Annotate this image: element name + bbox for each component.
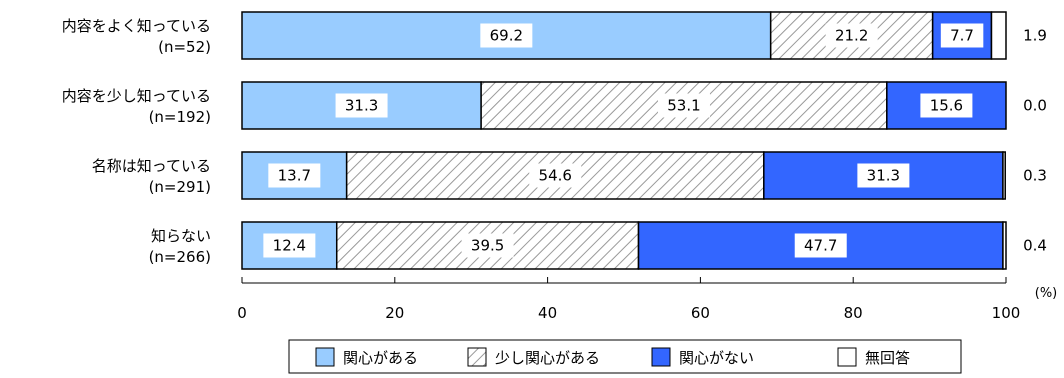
value-label: 47.7 (804, 237, 837, 255)
x-tick-label: 60 (691, 304, 710, 322)
value-label: 12.4 (273, 237, 306, 255)
value-label: 69.2 (490, 27, 523, 45)
legend-item: 関心がない (651, 347, 754, 367)
legend-swatch (315, 347, 335, 367)
value-label-box (794, 233, 847, 258)
value-label: 0.3 (1023, 167, 1047, 185)
category-sample-size: (n=192) (149, 108, 211, 126)
bar-row: 13.7 54.6 31.3 0.3 (241, 151, 1047, 200)
legend-label: 無回答 (865, 349, 910, 367)
value-label-box (263, 233, 316, 258)
x-tick-label: 40 (538, 304, 557, 322)
bar-row: 12.4 39.5 47.7 0.4 (241, 221, 1047, 270)
value-label-box (940, 23, 984, 48)
bar-row: 69.2 21.2 7.7 1.9 (241, 11, 1047, 60)
category-label: 内容をよく知っている (62, 17, 211, 35)
x-tick-label: 0 (237, 304, 247, 322)
x-tick-label: 100 (992, 304, 1021, 322)
legend-label: 少し関心がある (495, 349, 600, 367)
bars-layer: 69.2 21.2 7.7 1.9 31.3 53.1 15.6 0.0 13.7 54.6 31.… (241, 11, 1047, 270)
legend-swatch (467, 347, 487, 367)
value-label: 31.3 (867, 167, 900, 185)
x-axis: 0 20 40 60 80 100 (%) (237, 277, 1057, 322)
category-label: 名称は知っている (92, 157, 211, 175)
value-label: 7.7 (950, 27, 974, 45)
category-sample-size: (n=52) (158, 38, 211, 56)
value-label: 31.3 (345, 97, 378, 115)
value-label: 15.6 (930, 97, 963, 115)
value-label: 39.5 (471, 237, 504, 255)
value-label-box (857, 163, 910, 188)
value-label: 53.1 (667, 97, 700, 115)
value-label: 54.6 (539, 167, 572, 185)
value-label: 0.4 (1023, 237, 1047, 255)
legend: 関心がある 少し関心がある 関心がない 無回答 (288, 339, 962, 374)
value-label: 1.9 (1023, 27, 1047, 45)
value-label-box (920, 93, 973, 118)
value-label: 21.2 (835, 27, 868, 45)
legend-label: 関心がない (679, 349, 754, 367)
x-tick-label: 80 (844, 304, 863, 322)
legend-label: 関心がある (343, 349, 418, 367)
unit-label: (%) (1035, 286, 1058, 301)
x-tick-label: 20 (385, 304, 404, 322)
bar-segment (1002, 221, 1007, 270)
value-label-box (480, 23, 533, 48)
legend-swatch (837, 347, 857, 367)
value-label-box (335, 93, 388, 118)
bar-row: 31.3 53.1 15.6 0.0 (241, 81, 1047, 130)
category-sample-size: (n=291) (149, 178, 211, 196)
category-labels-layer: 内容をよく知っている (n=52) 内容を少し知っている (n=192) 名称は知ってい… (62, 17, 211, 266)
value-label-box (529, 163, 582, 188)
bar-segment (1002, 151, 1006, 200)
legend-item: 無回答 (837, 347, 910, 367)
value-label-box (825, 23, 878, 48)
value-label: 0.0 (1023, 97, 1047, 115)
legend-swatch (651, 347, 671, 367)
value-label-box (657, 93, 710, 118)
category-sample-size: (n=266) (149, 248, 211, 266)
category-label: 知らない (151, 227, 211, 245)
value-label-box (268, 163, 321, 188)
legend-item: 少し関心がある (467, 347, 600, 367)
bar-segment (990, 11, 1007, 60)
legend-item: 関心がある (315, 347, 418, 367)
bar-segment (241, 221, 338, 270)
value-label-box (461, 233, 514, 258)
value-label: 13.7 (278, 167, 311, 185)
category-label: 内容を少し知っている (62, 87, 211, 105)
